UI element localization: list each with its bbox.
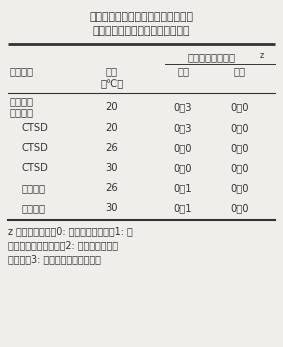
Text: 太天: 太天 bbox=[177, 66, 189, 76]
Text: z: z bbox=[260, 51, 263, 60]
Text: ルコール: ルコール bbox=[10, 107, 34, 117]
Text: 0．1: 0．1 bbox=[174, 183, 192, 193]
Text: 0．3: 0．3 bbox=[174, 102, 192, 112]
Text: 表１．「太天」、「太月」における: 表１．「太天」、「太月」における bbox=[89, 12, 193, 22]
Text: 窒素ガス: 窒素ガス bbox=[22, 183, 46, 193]
Text: エチルア: エチルア bbox=[10, 96, 34, 106]
Text: 感じる、3: 渋くて食用にできない: 感じる、3: 渋くて食用にできない bbox=[8, 254, 101, 264]
Text: 20: 20 bbox=[106, 123, 118, 133]
Text: 温度: 温度 bbox=[106, 66, 118, 76]
Text: CTSD: CTSD bbox=[22, 123, 49, 133]
Text: 26: 26 bbox=[106, 183, 118, 193]
Text: 26: 26 bbox=[106, 143, 118, 153]
Text: 30: 30 bbox=[106, 203, 118, 213]
Text: 脱渋処理最終日の渋味の官能評点: 脱渋処理最終日の渋味の官能評点 bbox=[92, 26, 190, 36]
Text: 太月: 太月 bbox=[234, 66, 246, 76]
Text: 20: 20 bbox=[106, 102, 118, 112]
Text: 官能評点の平均値: 官能評点の平均値 bbox=[188, 52, 235, 62]
Text: 0．0: 0．0 bbox=[174, 163, 192, 173]
Text: 0．0: 0．0 bbox=[231, 183, 249, 193]
Text: 脱渋方法: 脱渋方法 bbox=[10, 66, 34, 76]
Text: （℃）: （℃） bbox=[100, 79, 124, 89]
Text: 0．0: 0．0 bbox=[231, 163, 249, 173]
Text: CTSD: CTSD bbox=[22, 143, 49, 153]
Text: 0．0: 0．0 bbox=[231, 102, 249, 112]
Text: 味をわずかに感じる、2: 渋味を明らかに: 味をわずかに感じる、2: 渋味を明らかに bbox=[8, 240, 118, 250]
Text: 30: 30 bbox=[106, 163, 118, 173]
Text: 窒素ガス: 窒素ガス bbox=[22, 203, 46, 213]
Text: 0．0: 0．0 bbox=[231, 143, 249, 153]
Text: CTSD: CTSD bbox=[22, 163, 49, 173]
Text: 0．0: 0．0 bbox=[231, 203, 249, 213]
Text: 0．0: 0．0 bbox=[231, 123, 249, 133]
Text: 0．0: 0．0 bbox=[174, 143, 192, 153]
Text: z 渋味の評価は、0: 渋味を感じない、1: 渋: z 渋味の評価は、0: 渋味を感じない、1: 渋 bbox=[8, 226, 133, 236]
Text: 0．3: 0．3 bbox=[174, 123, 192, 133]
Text: 0．1: 0．1 bbox=[174, 203, 192, 213]
